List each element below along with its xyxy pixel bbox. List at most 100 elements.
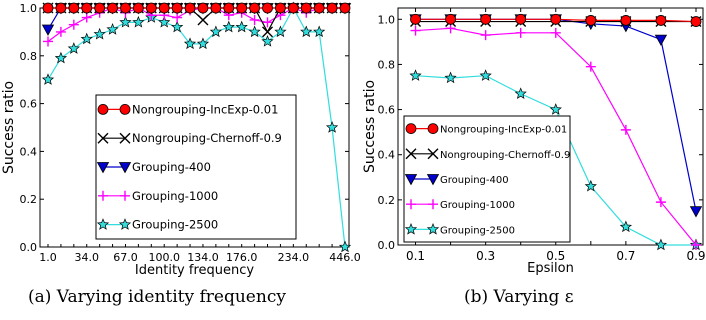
legend-marker — [427, 148, 439, 160]
caption-b: (b) Varying ε — [464, 287, 574, 307]
data-point — [197, 2, 209, 14]
caption-a: (a) Varying identity frequency — [28, 287, 286, 307]
legend-marker — [119, 104, 131, 115]
legend-marker — [98, 190, 108, 201]
x-tick-label: 0.7 — [616, 249, 635, 263]
x-tick-label: 67.0 — [113, 251, 138, 264]
y-axis-label: Success ratio — [362, 80, 378, 173]
data-point — [55, 26, 66, 37]
legend-item: Nongrouping-IncExp-0.01 — [405, 123, 567, 136]
chart-panel-a: 0.0 0.2 0.4 0.6 0.8 1.0 1.0 34.0 67.0 100.0 134.0 1… — [1, 1, 361, 278]
data-point — [55, 2, 67, 14]
data-point — [261, 35, 274, 47]
data-point — [223, 2, 235, 14]
legend-label: Nongrouping-IncExp-0.01 — [440, 125, 567, 136]
data-point — [93, 27, 106, 40]
x-tick-label: 0.9 — [686, 249, 705, 263]
data-point — [654, 238, 668, 251]
data-point — [313, 25, 326, 38]
data-point — [43, 36, 53, 47]
data-point — [209, 25, 223, 38]
legend-box — [95, 94, 297, 240]
legend-marker — [426, 222, 440, 235]
x-tick-label: 0.1 — [406, 249, 425, 263]
data-point — [480, 13, 492, 25]
data-point — [184, 2, 196, 14]
data-point — [249, 14, 260, 25]
legend-label: Nongrouping-Chernoff-0.9 — [440, 150, 570, 161]
legend-label: Grouping-1000 — [440, 200, 515, 211]
data-point — [81, 2, 93, 14]
data-point — [445, 13, 456, 25]
legend-item: Grouping-1000 — [98, 189, 218, 203]
legend-marker — [97, 104, 109, 115]
data-point — [620, 15, 632, 26]
data-point — [690, 240, 701, 250]
data-point — [409, 69, 422, 81]
legend-item: Grouping-1000 — [406, 199, 515, 211]
x-tick-label: 134.0 — [187, 251, 219, 264]
x-tick-label: 0.3 — [476, 249, 495, 263]
chart-panel-b: 0.0 0.2 0.4 0.6 0.8 1.0 0.1 0.3 0.5 0.7 0.9 Epsilon… — [362, 7, 706, 276]
legend-marker — [119, 132, 131, 144]
x-tick-label: 176.0 — [226, 251, 258, 264]
x-tick-label: 446.0 — [329, 251, 361, 264]
y-tick-label: 1.0 — [378, 13, 396, 26]
y-axis-label: Success ratio — [1, 81, 17, 174]
legend-marker — [426, 174, 440, 186]
x-tick-label: 0.5 — [546, 249, 565, 263]
data-point — [410, 13, 421, 25]
data-point — [585, 61, 596, 72]
data-point — [262, 17, 273, 28]
data-point — [132, 15, 145, 28]
x-axis-label: Identity frequency — [135, 263, 254, 278]
data-point — [132, 2, 144, 14]
legend-marker — [404, 174, 418, 186]
data-point — [42, 2, 54, 14]
data-point — [222, 20, 235, 33]
data-point — [515, 27, 526, 38]
data-point — [300, 2, 312, 14]
data-point — [262, 26, 274, 38]
data-point — [197, 14, 209, 26]
data-point — [119, 15, 132, 28]
data-point — [196, 37, 210, 50]
legend-marker — [120, 190, 130, 201]
data-point — [94, 2, 106, 14]
x-tick-label: 100.0 — [148, 251, 180, 264]
legend-label: Grouping-1000 — [132, 189, 218, 203]
data-point — [585, 15, 597, 26]
data-point — [171, 2, 183, 14]
data-point — [325, 121, 339, 133]
series-Nongrouping-IncExp-0.01 — [410, 13, 702, 27]
legend-item: Nongrouping-Chernoff-0.9 — [97, 131, 282, 145]
data-point — [326, 2, 338, 14]
legend-marker — [96, 162, 110, 174]
data-point — [80, 32, 93, 45]
legend-marker — [405, 148, 417, 160]
y-tick-label: 0.6 — [378, 104, 396, 117]
legend-label: Nongrouping-Chernoff-0.9 — [132, 131, 282, 145]
data-point — [549, 103, 562, 115]
data-point — [210, 2, 222, 14]
y-tick-label: 0.8 — [378, 58, 396, 71]
series-Nongrouping-IncExp-0.01 — [42, 2, 351, 14]
data-point — [120, 2, 131, 14]
legend-marker — [406, 199, 416, 210]
y-tick-label: 0.6 — [20, 98, 38, 111]
data-point — [67, 42, 80, 54]
data-point — [410, 25, 421, 36]
data-point — [300, 25, 313, 38]
legend-marker — [118, 218, 132, 230]
figure: 0.0 0.2 0.4 0.6 0.8 1.0 1.0 34.0 67.0 100.0 134.0 1… — [1, 1, 706, 278]
data-point — [444, 71, 457, 84]
legend-marker — [405, 123, 417, 135]
x-axis-label: Epsilon — [527, 261, 574, 276]
data-point — [550, 13, 562, 25]
data-point — [68, 2, 80, 14]
data-point — [515, 13, 527, 25]
legend-item: Grouping-2500 — [404, 222, 515, 236]
legend-label: Grouping-2500 — [132, 218, 218, 232]
data-point — [170, 20, 184, 33]
data-point — [236, 2, 248, 14]
